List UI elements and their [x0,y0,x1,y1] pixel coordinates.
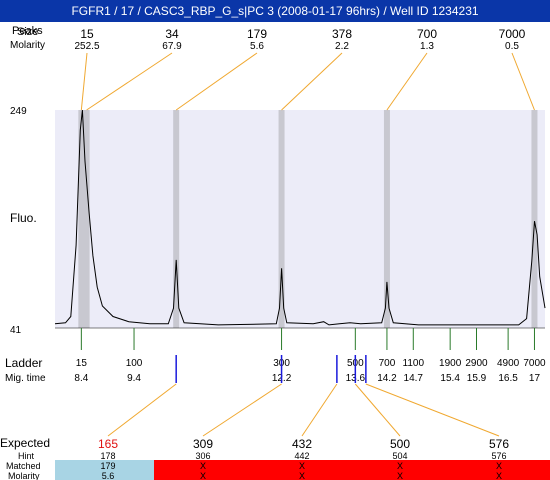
matched-fail-bg [154,460,550,480]
fluo-label: Fluo. [10,211,37,225]
peak-band [78,110,85,328]
peak-band [278,110,285,328]
hint-size: 178 [100,451,115,461]
window-title: FGFR1 / 17 / CASC3_RBP_G_s|PC 3 (2008-01… [0,0,550,22]
expected-size: 432 [292,437,312,451]
ladder-size: 1100 [403,358,425,369]
expected-connector [301,383,338,437]
molarity-bottom-label: Molarity [8,471,40,480]
fluorescence-trace [54,109,546,326]
peak-band [173,110,180,328]
matched-size: X [496,461,502,471]
matched-molarity: X [200,471,206,480]
matched-molarity: X [299,471,305,480]
plot-area [55,110,545,328]
peak-size: 378 [332,27,352,41]
expected-connector [202,383,282,437]
ladder-mig-time: 14.2 [377,373,397,384]
ladder-mig-time: 15.4 [440,373,460,384]
ladder-size: 2900 [465,358,488,369]
peak-connector [511,52,535,111]
peak-connector [80,52,88,111]
matched-molarity: X [496,471,502,480]
size-label: Size [17,26,38,38]
expected-size: 309 [193,437,213,451]
matched-size: X [200,461,206,471]
y-min-label: 41 [10,325,22,336]
expected-size: 165 [98,437,118,451]
hint-size: 442 [294,451,309,461]
expected-connector [365,383,500,437]
hint-size: 306 [195,451,210,461]
peak-molarity: 5.6 [250,41,264,52]
ladder-mig-time: 14.7 [404,373,424,384]
ladder-size: 100 [126,358,143,369]
ladder-size: 15 [76,358,88,369]
peak-band [383,110,390,328]
peak-size: 179 [247,27,267,41]
expected-connector [354,383,401,437]
peak-molarity: 67.9 [162,41,182,52]
matched-label: Matched [6,461,41,471]
ladder-size: 4900 [497,358,520,369]
peak-size: 34 [165,27,179,41]
hint-size: 576 [491,451,506,461]
ladder-label: Ladder [5,356,42,370]
ladder-mig-time: 16.5 [498,373,518,384]
ladder-size: 700 [379,358,396,369]
peak-connector [175,52,258,111]
peak-molarity: 0.5 [505,41,519,52]
peak-connector [86,52,173,111]
peak-molarity: 252.5 [74,41,99,52]
mig-time-label: Mig. time [5,373,46,384]
matched-molarity: 5.6 [102,471,115,480]
peaks-label: Peaks [12,25,43,37]
peak-molarity: 1.3 [420,41,434,52]
ladder-mig-time: 9.4 [127,373,141,384]
ladder-mig-time: 8.4 [74,373,88,384]
peak-molarity: 2.2 [335,41,349,52]
hint-label: Hint [18,451,35,461]
peak-band [531,110,538,328]
peak-connector [281,52,343,111]
ladder-mig-time: 17 [529,373,541,384]
expected-size: 500 [390,437,410,451]
matched-size: X [397,461,403,471]
peak-band [83,110,90,328]
matched-molarity: X [397,471,403,480]
expected-connector [107,383,177,437]
matched-size: X [299,461,305,471]
matched-size: 179 [100,461,115,471]
ladder-mig-time: 15.9 [467,373,487,384]
expected-label: Expected [0,436,50,450]
y-max-label: 249 [10,106,27,117]
hint-size: 504 [392,451,407,461]
peak-size: 7000 [499,27,526,41]
peak-size: 700 [417,27,437,41]
matched-ok-bg [55,460,154,480]
molarity-label: Molarity [10,40,45,51]
peak-connector [386,52,428,111]
expected-size: 576 [489,437,509,451]
peak-size: 15 [80,27,94,41]
ladder-size: 7000 [523,358,546,369]
ladder-size: 1900 [439,358,462,369]
